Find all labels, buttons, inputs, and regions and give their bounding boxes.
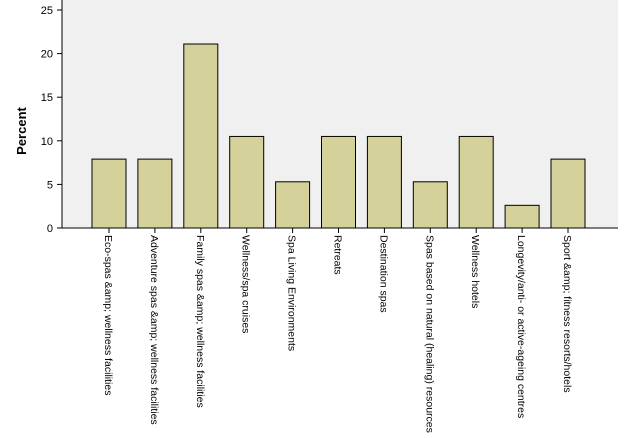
- bar: [91, 158, 127, 229]
- bar: [137, 158, 173, 229]
- x-tick-label: Family spas &amp; wellness facilities: [194, 235, 206, 408]
- x-tick-label: Sport &amp; fitness resorts/hotels: [561, 235, 573, 393]
- x-tick-label: Wellness hotels: [469, 235, 481, 308]
- bar: [321, 135, 356, 229]
- x-tick-label: Longevity/anti- or active-ageing centres: [515, 235, 527, 418]
- y-tick-label: 25: [41, 5, 53, 17]
- bars-group: [91, 43, 586, 229]
- x-tick-label: Destination spas: [377, 235, 389, 313]
- x-tick-label: Spas based on natural (healing) resource…: [423, 235, 435, 433]
- bar: [275, 181, 311, 229]
- y-axis-label: Percent: [14, 106, 29, 154]
- bar: [504, 204, 540, 229]
- x-tick-label: Eco-spas &amp; wellness facilities: [102, 235, 114, 395]
- bar: [229, 135, 265, 229]
- y-ticks-group: 0 5 10 15 20 25: [41, 5, 62, 235]
- bar: [458, 135, 494, 229]
- bar: [366, 135, 402, 229]
- y-tick-label: 20: [41, 49, 53, 61]
- x-tick-label: Adventure spas &amp; wellness facilities: [148, 235, 160, 425]
- x-tick-label: Spa Living Environments: [286, 235, 298, 351]
- y-tick-label: 5: [47, 179, 53, 191]
- x-labels-group: Eco-spas &amp; wellness facilities Advent…: [102, 228, 573, 433]
- y-tick-label: 0: [47, 223, 53, 235]
- bar: [183, 43, 219, 229]
- bar: [412, 181, 448, 229]
- x-tick-label: Wellness/spa cruises: [240, 235, 252, 333]
- y-tick-label: 10: [41, 136, 53, 148]
- x-tick-label: Retreats: [332, 235, 344, 275]
- y-tick-label: 15: [41, 92, 53, 104]
- bar: [550, 158, 586, 229]
